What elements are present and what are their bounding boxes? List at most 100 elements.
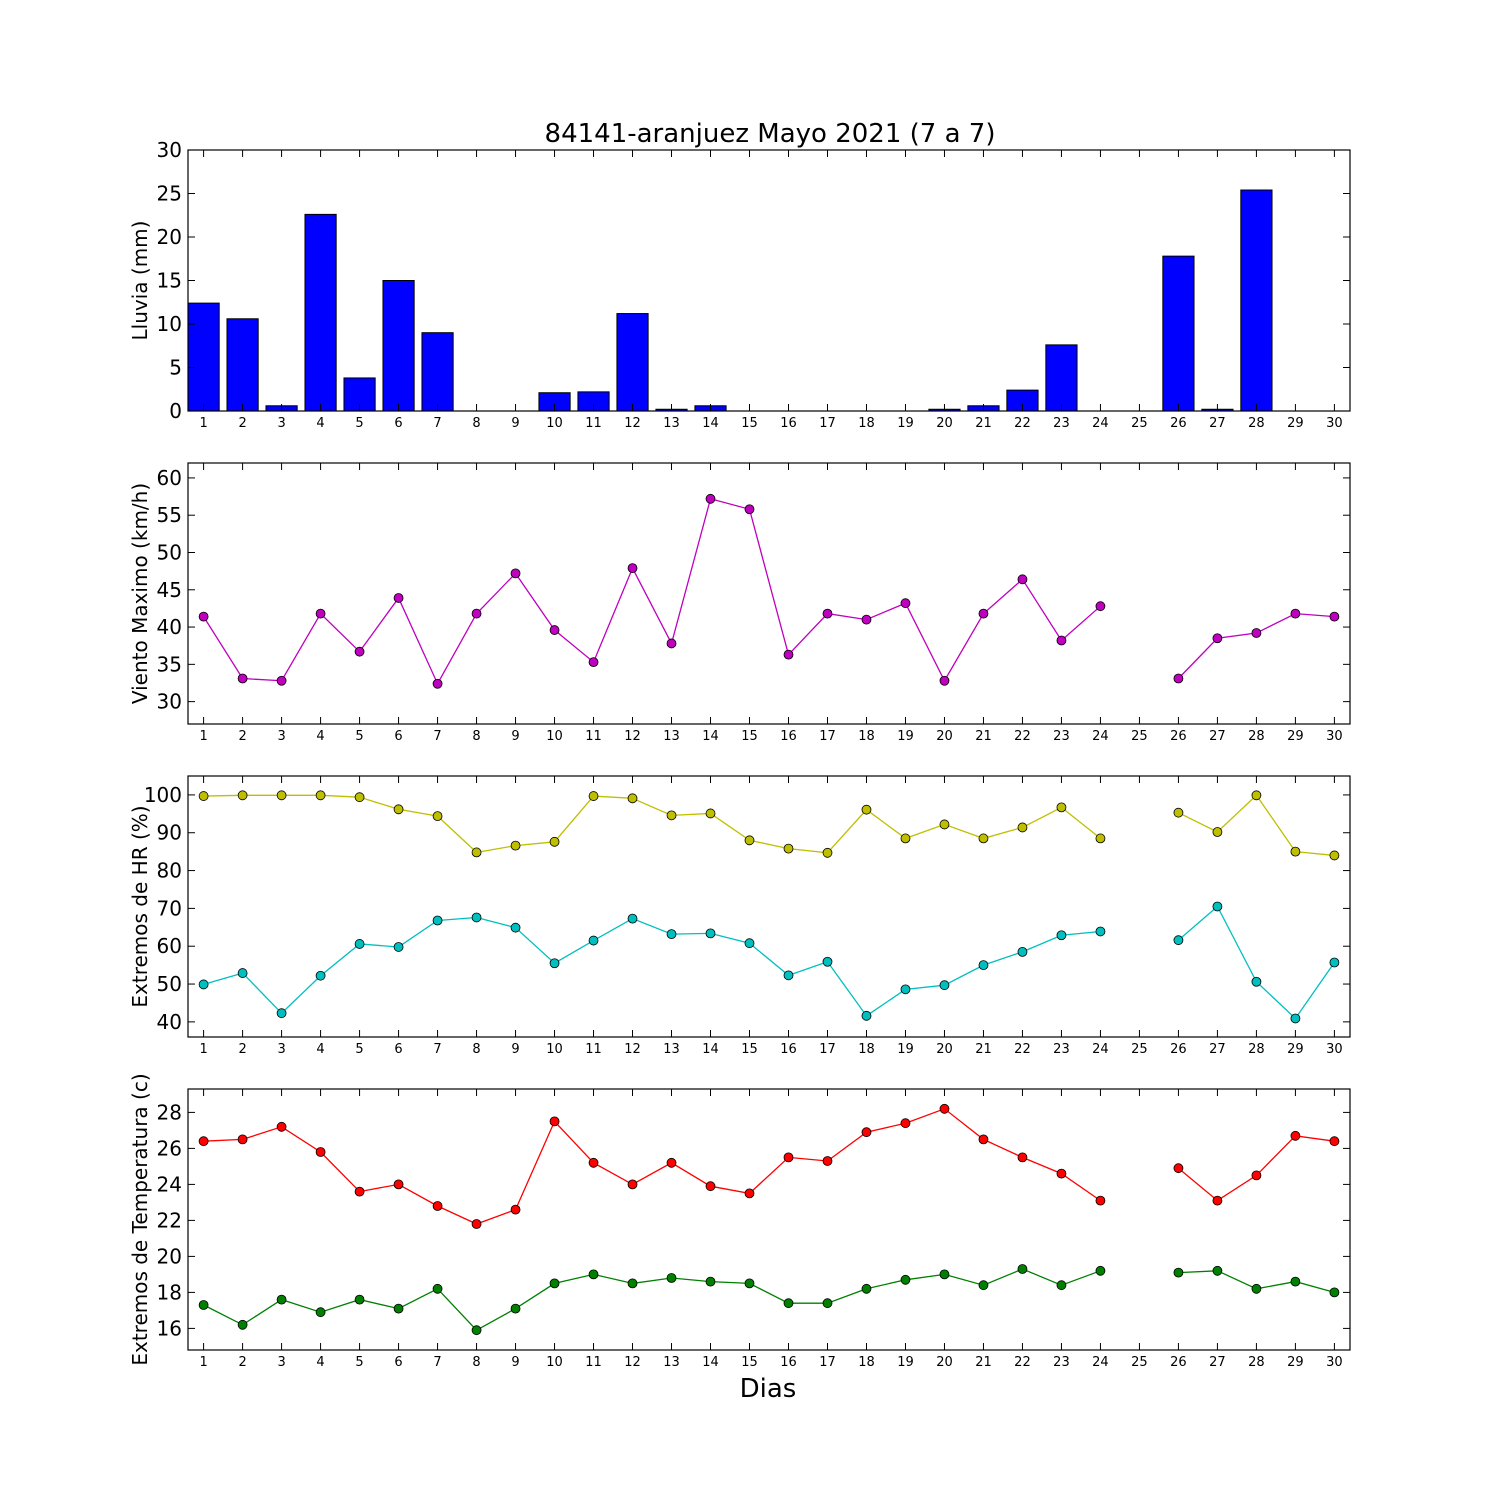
- series-1-point-day-15: [744, 835, 755, 846]
- y-tick-label: 80: [157, 859, 182, 883]
- series-1-point-day-3: [276, 1121, 287, 1132]
- y-axis-label: Lluvia (mm): [128, 221, 152, 341]
- series-2-point-day-27: [1212, 1265, 1223, 1276]
- x-tick-label: 14: [702, 1355, 719, 1370]
- x-tick-label: 5: [355, 1355, 363, 1370]
- x-tick-label: 9: [511, 1355, 519, 1370]
- series-1-point-day-13: [666, 638, 677, 649]
- y-tick-label: 90: [157, 821, 182, 845]
- series-2-point-day-29: [1290, 1276, 1301, 1287]
- series-1-point-day-6: [393, 804, 404, 815]
- series-1-point-day-4: [315, 1147, 326, 1157]
- x-tick-label: 16: [780, 416, 797, 431]
- x-tick-label: 11: [585, 1042, 602, 1057]
- series-1-point-day-23: [1056, 635, 1067, 646]
- series-1-point-day-26: [1173, 1163, 1184, 1174]
- x-tick-label: 16: [780, 1042, 797, 1057]
- series-1-point-day-11: [588, 791, 599, 801]
- x-tick-label: 14: [702, 729, 719, 744]
- series-1-point-day-16: [783, 649, 794, 660]
- x-tick-label: 8: [472, 416, 480, 431]
- x-tick-label: 20: [936, 729, 953, 744]
- series-2-point-day-21: [978, 960, 989, 971]
- y-tick-label: 0: [169, 399, 182, 423]
- series-1-point-day-28: [1251, 1170, 1262, 1181]
- series-1-point-day-19: [900, 598, 911, 609]
- series-2-point-day-30: [1329, 957, 1340, 968]
- series-1-point-day-9: [510, 568, 521, 579]
- x-tick-label: 10: [546, 729, 563, 744]
- series-1-point-day-17: [822, 608, 833, 619]
- x-tick-label: 6: [394, 1042, 402, 1057]
- series-1-point-day-30: [1329, 611, 1340, 622]
- series-1-point-day-10: [549, 625, 560, 635]
- series-2-point-day-12: [627, 913, 638, 924]
- series-1-point-day-14: [705, 1181, 716, 1192]
- bar-day-2: [226, 318, 259, 412]
- x-tick-label: 27: [1209, 729, 1226, 744]
- x-tick-label: 8: [472, 729, 480, 744]
- series-1-point-day-15: [744, 1188, 755, 1199]
- series-1-point-day-12: [627, 793, 638, 804]
- axes-frame: [187, 1088, 1351, 1351]
- series-1-point-day-30: [1329, 1136, 1340, 1147]
- series-2-point-day-6: [393, 1303, 404, 1314]
- series-2-line-1: [203, 916, 1101, 1017]
- x-tick-label: 14: [702, 416, 719, 431]
- x-tick-label: 1: [199, 729, 207, 744]
- series-2-point-day-3: [276, 1008, 287, 1019]
- series-2-point-day-7: [432, 1283, 443, 1294]
- x-tick-label: 27: [1209, 1355, 1226, 1370]
- series-1-point-day-3: [276, 790, 287, 801]
- y-tick-label: 40: [157, 615, 182, 639]
- x-tick-label: 17: [819, 416, 836, 431]
- x-tick-label: 13: [663, 416, 680, 431]
- x-tick-label: 23: [1053, 416, 1070, 431]
- series-1-line-1: [203, 794, 1101, 854]
- series-1-point-day-20: [939, 675, 950, 686]
- x-tick-label: 19: [897, 1355, 914, 1370]
- series-2-point-day-1: [198, 979, 209, 990]
- series-2-point-day-27: [1212, 901, 1223, 912]
- x-tick-label: 27: [1209, 1042, 1226, 1057]
- x-tick-label: 26: [1170, 1042, 1187, 1057]
- series-2-point-day-26: [1173, 935, 1184, 946]
- series-2-point-day-29: [1290, 1013, 1301, 1024]
- series-2-point-day-20: [939, 980, 950, 991]
- x-tick-label: 4: [316, 729, 324, 744]
- series-2-point-day-15: [744, 938, 755, 949]
- series-1-point-day-28: [1251, 790, 1262, 801]
- y-tick-label: 20: [157, 225, 182, 249]
- x-tick-label: 13: [663, 1355, 680, 1370]
- series-1-point-day-22: [1017, 1152, 1028, 1163]
- x-tick-label: 6: [394, 729, 402, 744]
- series-1-point-day-21: [978, 608, 989, 619]
- x-tick-label: 1: [199, 1355, 207, 1370]
- series-1-point-day-5: [354, 1186, 365, 1197]
- x-tick-label: 9: [511, 1042, 519, 1057]
- series-2-point-day-15: [744, 1278, 755, 1289]
- x-tick-label: 15: [741, 1042, 758, 1057]
- bar-day-1: [187, 302, 220, 412]
- series-2-point-day-12: [627, 1278, 638, 1289]
- series-1-point-day-20: [939, 1103, 950, 1114]
- y-tick-label: 25: [157, 182, 182, 206]
- bar-day-12: [616, 313, 649, 412]
- x-tick-label: 17: [819, 729, 836, 744]
- x-tick-label: 3: [277, 1355, 285, 1370]
- y-tick-label: 55: [157, 503, 182, 527]
- series-2-point-day-28: [1251, 1283, 1262, 1294]
- bar-day-6: [382, 280, 415, 412]
- series-2-point-day-4: [315, 970, 326, 981]
- x-tick-label: 26: [1170, 1355, 1187, 1370]
- x-tick-label: 6: [394, 416, 402, 431]
- x-tick-label: 14: [702, 1042, 719, 1057]
- series-1-point-day-27: [1212, 1195, 1223, 1206]
- series-1-point-day-26: [1173, 807, 1184, 818]
- series-1-point-day-22: [1017, 822, 1028, 833]
- x-tick-label: 30: [1326, 1355, 1343, 1370]
- x-tick-label: 25: [1131, 1355, 1148, 1370]
- series-1-point-day-21: [978, 833, 989, 844]
- series-2-point-day-14: [705, 928, 716, 939]
- x-tick-label: 30: [1326, 416, 1343, 431]
